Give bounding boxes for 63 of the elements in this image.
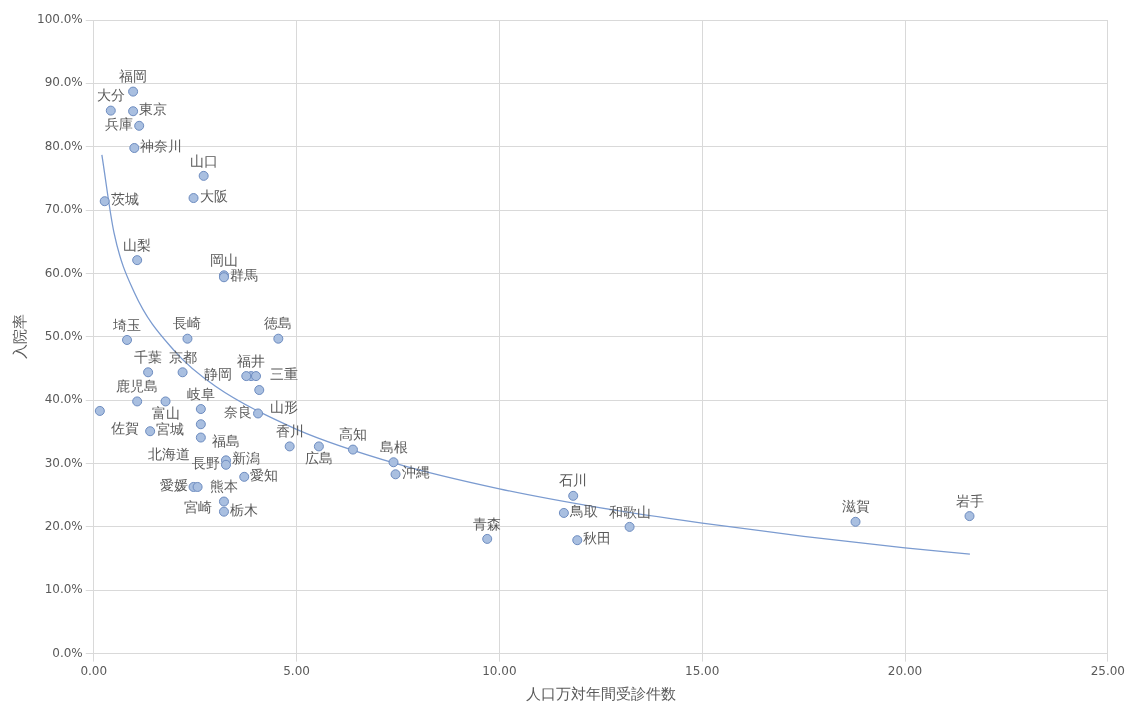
data-label: 奈良 [224, 403, 253, 420]
data-label: 静岡 [204, 366, 233, 383]
data-label: 兵庫 [105, 115, 134, 132]
data-label: 岩手 [955, 492, 984, 509]
y-tick-label: 60.0% [44, 265, 83, 280]
x-tick-label: 10.00 [482, 663, 517, 678]
data-label: 茨城 [110, 191, 139, 208]
data-label: 福井 [237, 352, 266, 369]
x-tick-label: 20.00 [887, 663, 923, 678]
data-label: 岐阜 [186, 385, 215, 402]
data-label: 大分 [96, 87, 125, 104]
data-label: 島根 [379, 438, 408, 455]
y-tick-label: 20.0% [44, 519, 83, 534]
y-tick-label: 90.0% [44, 75, 83, 90]
data-label: 三重 [270, 366, 299, 383]
data-label: 栃木 [229, 501, 258, 518]
data-label: 新潟 [231, 450, 260, 467]
y-tick-label: 70.0% [44, 202, 83, 217]
data-label: 群馬 [229, 267, 258, 284]
data-label: 北海道 [147, 446, 190, 463]
x-tick-label: 25.00 [1090, 663, 1125, 678]
data-label: 岡山 [209, 251, 238, 268]
data-label: 鳥取 [568, 503, 598, 520]
data-label: 青森 [473, 515, 502, 532]
data-label: 愛媛 [159, 477, 188, 494]
data-label: 宮崎 [183, 498, 212, 515]
data-label: 神奈川 [140, 138, 183, 155]
y-tick-label: 0.0% [52, 645, 83, 660]
y-tick-label: 40.0% [44, 392, 83, 407]
data-label: 大阪 [199, 188, 228, 205]
x-tick-label: 5.00 [283, 663, 310, 678]
data-label: 高知 [338, 426, 367, 443]
y-tick-label: 50.0% [44, 328, 83, 343]
data-label: 東京 [139, 101, 168, 118]
data-label: 愛知 [250, 466, 279, 483]
data-label: 山梨 [123, 236, 152, 253]
data-label: 徳島 [264, 315, 293, 332]
data-label: 石川 [559, 472, 588, 489]
data-label: 滋賀 [841, 498, 870, 515]
y-tick-label: 30.0% [44, 455, 83, 470]
data-label: 長野 [191, 454, 220, 471]
data-label: 秋田 [583, 530, 612, 547]
data-label: 福島 [211, 432, 240, 449]
data-label: 山形 [270, 398, 299, 415]
data-label: 長崎 [173, 315, 202, 332]
data-label: 富山 [151, 405, 180, 422]
data-label: 熊本 [209, 478, 238, 495]
y-tick-label: 80.0% [44, 138, 83, 153]
y-axis-title: 入院率 [10, 314, 29, 360]
y-tick-label: 100.0% [36, 12, 83, 27]
x-tick-label: 15.00 [685, 663, 720, 678]
data-label: 佐賀 [110, 419, 139, 436]
data-label: 千葉 [134, 348, 163, 365]
y-tick-label: 10.0% [44, 582, 83, 597]
data-label: 宮城 [156, 421, 185, 438]
data-label: 埼玉 [112, 316, 142, 333]
data-label: 京都 [168, 348, 197, 365]
x-tick-label: 0.00 [80, 663, 108, 678]
data-label: 山口 [189, 152, 218, 169]
data-label: 鹿児島 [116, 378, 159, 395]
data-label: 福岡 [119, 68, 148, 85]
x-axis-title: 人口万対年間受診件数 [525, 684, 676, 703]
data-label: 広島 [304, 450, 333, 467]
